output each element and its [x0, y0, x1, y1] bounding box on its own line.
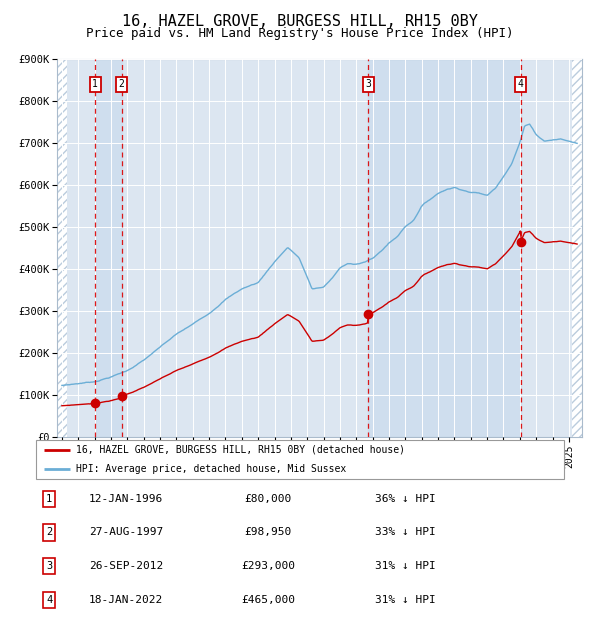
- Text: £293,000: £293,000: [241, 561, 295, 571]
- Polygon shape: [57, 59, 67, 437]
- Text: 26-SEP-2012: 26-SEP-2012: [89, 561, 163, 571]
- Text: 27-AUG-1997: 27-AUG-1997: [89, 528, 163, 538]
- Text: 1: 1: [46, 494, 52, 503]
- Text: 16, HAZEL GROVE, BURGESS HILL, RH15 0BY: 16, HAZEL GROVE, BURGESS HILL, RH15 0BY: [122, 14, 478, 29]
- Text: 33% ↓ HPI: 33% ↓ HPI: [375, 528, 436, 538]
- FancyBboxPatch shape: [36, 440, 564, 479]
- Text: 2: 2: [46, 528, 52, 538]
- Text: 1: 1: [92, 79, 98, 89]
- Bar: [368, 59, 521, 437]
- Text: 18-JAN-2022: 18-JAN-2022: [89, 595, 163, 605]
- Text: 36% ↓ HPI: 36% ↓ HPI: [375, 494, 436, 503]
- Text: 3: 3: [365, 79, 371, 89]
- Polygon shape: [572, 59, 582, 437]
- Text: £465,000: £465,000: [241, 595, 295, 605]
- Text: 4: 4: [46, 595, 52, 605]
- Text: £98,950: £98,950: [245, 528, 292, 538]
- Bar: [95, 59, 122, 437]
- Text: 31% ↓ HPI: 31% ↓ HPI: [375, 561, 436, 571]
- Text: 2: 2: [119, 79, 125, 89]
- Text: 12-JAN-1996: 12-JAN-1996: [89, 494, 163, 503]
- Text: 16, HAZEL GROVE, BURGESS HILL, RH15 0BY (detached house): 16, HAZEL GROVE, BURGESS HILL, RH15 0BY …: [76, 445, 404, 455]
- Text: 4: 4: [518, 79, 524, 89]
- Text: HPI: Average price, detached house, Mid Sussex: HPI: Average price, detached house, Mid …: [76, 464, 346, 474]
- Text: £80,000: £80,000: [245, 494, 292, 503]
- Text: 31% ↓ HPI: 31% ↓ HPI: [375, 595, 436, 605]
- Text: Price paid vs. HM Land Registry's House Price Index (HPI): Price paid vs. HM Land Registry's House …: [86, 27, 514, 40]
- Text: 3: 3: [46, 561, 52, 571]
